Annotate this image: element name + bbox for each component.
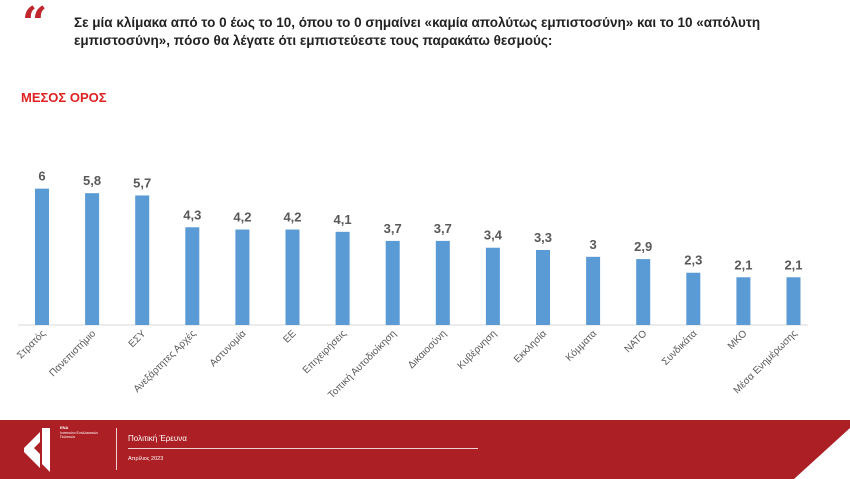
bar-value-label: 5,8 bbox=[83, 173, 101, 188]
bar-value-label: 5,7 bbox=[133, 175, 151, 190]
category-label: Εκκλησία bbox=[511, 327, 549, 365]
bar bbox=[335, 231, 350, 325]
bar bbox=[536, 250, 550, 325]
category-label: Συνδικάτα bbox=[659, 327, 699, 367]
category-label: ΕΕ bbox=[281, 328, 298, 345]
bar-value-label: 2,1 bbox=[734, 257, 752, 272]
bar bbox=[586, 256, 601, 325]
bar bbox=[85, 193, 100, 325]
bar-value-label: 4,2 bbox=[233, 210, 251, 225]
bar-value-label: 2,9 bbox=[634, 239, 652, 254]
category-label: Πανεπιστήμιο bbox=[47, 327, 99, 379]
logo-icon bbox=[24, 428, 50, 472]
footer-title: Πολιτική Έρευνα bbox=[128, 434, 187, 443]
bar-value-label: 4,2 bbox=[283, 210, 301, 225]
bar-value-label: 6 bbox=[38, 169, 45, 184]
bar bbox=[736, 277, 751, 325]
bar bbox=[385, 240, 400, 325]
category-label: Κόμματα bbox=[563, 327, 599, 363]
logo-name: ΕΝΑ bbox=[60, 425, 69, 430]
category-label: Αστυνομία bbox=[207, 327, 249, 369]
category-label: ΝΑΤΟ bbox=[623, 328, 650, 355]
bar-value-label: 3,7 bbox=[434, 221, 452, 236]
category-label: Δικαιοσύνη bbox=[405, 328, 449, 372]
footer: ΕΝΑ Ινστιτούτο Εναλλακτικών Πολιτικών Πο… bbox=[0, 420, 850, 479]
bar-value-label: 4,1 bbox=[334, 212, 352, 227]
bar-value-label: 3,3 bbox=[534, 230, 552, 245]
footer-date: Απρίλιος 2023 bbox=[128, 456, 164, 462]
bar bbox=[686, 272, 701, 325]
category-label: Επιχειρήσεις bbox=[300, 328, 349, 377]
bar bbox=[285, 229, 300, 325]
footer-band bbox=[0, 420, 850, 479]
logo-subtitle: Ινστιτούτο Εναλλακτικών Πολιτικών bbox=[60, 431, 99, 439]
bar bbox=[185, 227, 200, 325]
bar-value-label: 4,3 bbox=[183, 207, 201, 222]
bar-value-label: 3,7 bbox=[384, 221, 402, 236]
bar-value-label: 2,3 bbox=[684, 253, 702, 268]
category-label: Στρατός bbox=[15, 328, 49, 362]
bar-value-label: 2,1 bbox=[784, 257, 802, 272]
quote-mark-icon: “ bbox=[22, 0, 48, 49]
bar bbox=[786, 277, 801, 325]
bar-chart: 6Στρατός5,8Πανεπιστήμιο5,7ΕΣΥ4,3Ανεξάρτη… bbox=[15, 169, 808, 401]
chart-title: ΜΕΣΟΣ ΟΡΟΣ bbox=[21, 90, 107, 105]
bar bbox=[636, 259, 651, 325]
bar bbox=[485, 247, 500, 325]
bar bbox=[35, 188, 49, 325]
category-label: Κυβέρνηση bbox=[455, 328, 499, 372]
bar bbox=[135, 195, 150, 325]
category-label: ΕΣΥ bbox=[127, 328, 149, 350]
bar-value-label: 3 bbox=[589, 237, 596, 252]
category-label: ΜΚΟ bbox=[726, 328, 750, 352]
bar-value-label: 3,4 bbox=[484, 228, 503, 243]
footer-divider bbox=[116, 428, 117, 470]
footer-band-shape bbox=[0, 420, 850, 479]
footer-line bbox=[128, 448, 478, 449]
survey-question: Σε μία κλίμακα από το 0 έως το 10, όπου … bbox=[74, 15, 761, 48]
bar bbox=[435, 240, 450, 325]
bar bbox=[235, 229, 250, 325]
